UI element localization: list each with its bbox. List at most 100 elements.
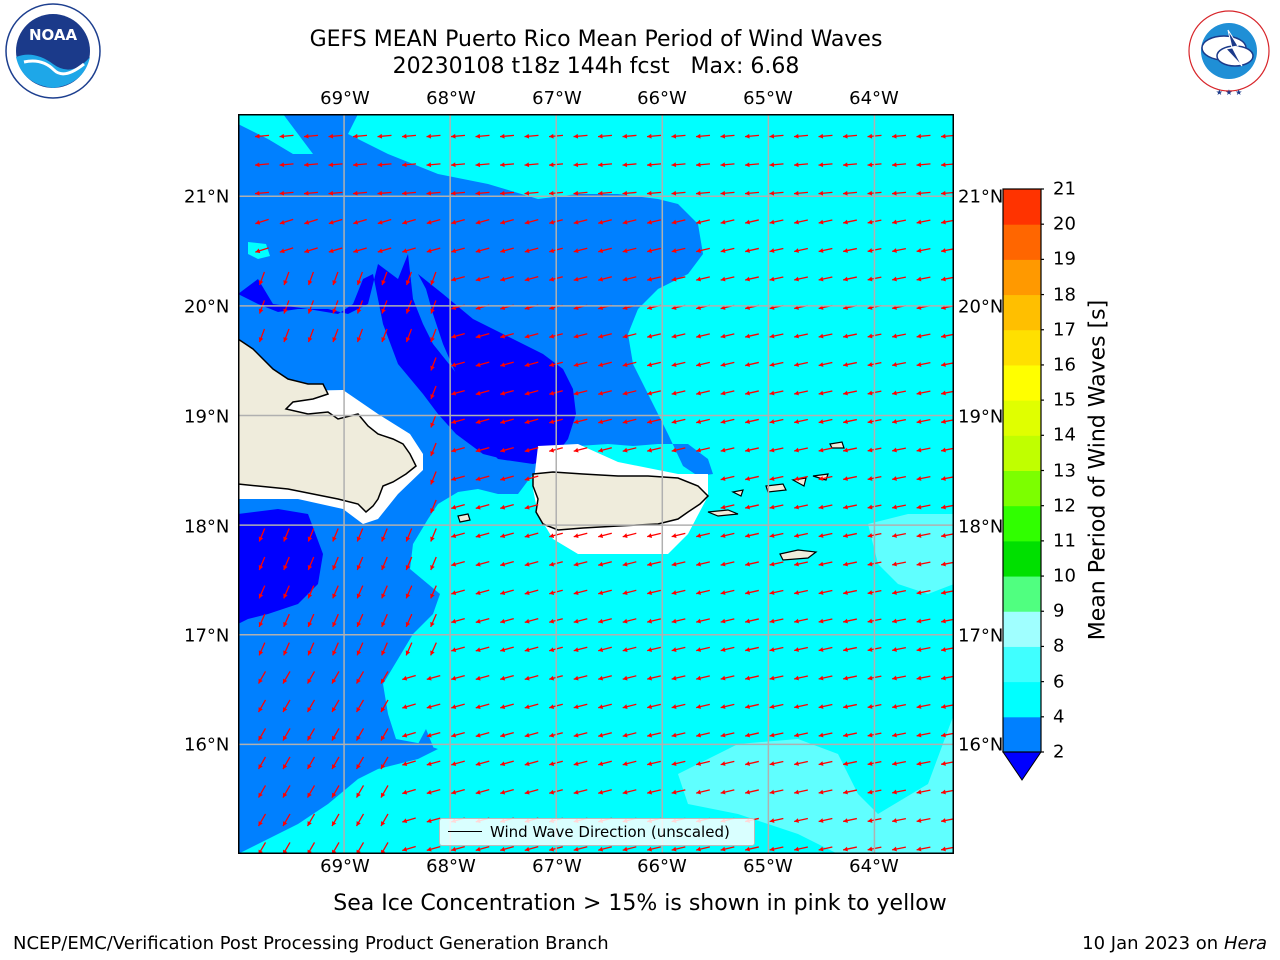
wave-direction-arrow — [598, 561, 612, 567]
lat-tick-right: 18°N — [958, 516, 1004, 538]
wave-direction-arrow — [794, 675, 808, 681]
wave-direction-arrow — [818, 618, 833, 624]
colorbar-tick-label: 17 — [1053, 319, 1076, 341]
wave-direction-arrow — [794, 447, 808, 453]
wave-direction-arrow — [695, 133, 711, 139]
wave-direction-arrow — [356, 613, 364, 628]
colorbar-tick-label: 20 — [1053, 213, 1076, 235]
wave-direction-arrow — [892, 789, 906, 795]
wave-direction-arrow — [258, 271, 266, 286]
wave-direction-arrow — [405, 556, 413, 571]
wave-direction-arrow — [598, 333, 612, 339]
wave-direction-arrow — [916, 618, 931, 624]
wave-direction-arrow — [720, 618, 735, 624]
wave-direction-arrow — [475, 617, 490, 624]
wave-direction-arrow — [573, 703, 588, 709]
wave-direction-arrow — [818, 846, 833, 852]
wave-direction-arrow — [745, 846, 759, 852]
wave-direction-arrow — [353, 247, 367, 254]
wave-direction-arrow — [573, 133, 588, 139]
wave-direction-arrow — [352, 133, 368, 139]
wave-direction-arrow — [891, 162, 907, 168]
colorbar-band — [1003, 400, 1041, 436]
wave-direction-arrow — [524, 789, 539, 795]
colorbar — [1002, 188, 1044, 781]
wave-direction-arrow — [671, 333, 686, 339]
wave-direction-arrow — [843, 732, 857, 738]
wave-direction-arrow — [598, 390, 612, 396]
wave-direction-arrow — [745, 447, 759, 453]
wave-direction-arrow — [671, 219, 686, 225]
wave-direction-arrow — [430, 357, 437, 371]
wave-direction-arrow — [720, 760, 735, 766]
colorbar-band — [1003, 716, 1041, 753]
wave-direction-arrow — [769, 276, 784, 282]
wave-direction-arrow — [818, 219, 833, 225]
colorbar-tick-label: 4 — [1053, 706, 1065, 728]
wave-direction-arrow — [769, 418, 784, 424]
wave-direction-arrow — [696, 418, 710, 424]
lat-tick-left: 16°N — [184, 734, 230, 756]
wave-direction-arrow — [475, 646, 490, 653]
wave-direction-arrow — [818, 247, 833, 253]
colorbar-band — [1003, 470, 1041, 507]
wave-direction-arrow — [720, 532, 735, 538]
wave-direction-arrow — [843, 276, 857, 282]
wave-direction-arrow — [597, 133, 613, 139]
wave-direction-arrow — [430, 556, 437, 571]
wave-direction-arrow — [475, 560, 490, 567]
wave-direction-arrow — [842, 133, 858, 139]
wave-direction-arrow — [258, 300, 266, 314]
wave-direction-arrow — [818, 532, 833, 538]
wave-direction-arrow — [331, 813, 340, 827]
wave-direction-arrow — [430, 585, 437, 599]
wave-direction-arrow — [450, 162, 466, 168]
wave-direction-arrow — [524, 447, 539, 453]
wave-direction-arrow — [500, 219, 514, 225]
wave-direction-arrow — [282, 671, 291, 684]
wave-direction-arrow — [891, 190, 907, 196]
wave-direction-arrow — [622, 789, 637, 795]
wave-direction-arrow — [843, 504, 857, 510]
wave-direction-arrow — [451, 845, 465, 852]
wave-direction-arrow — [769, 646, 784, 652]
wave-direction-arrow — [720, 475, 735, 481]
wave-direction-arrow — [303, 133, 319, 139]
wave-direction-arrow — [451, 760, 465, 767]
wave-direction-arrow — [352, 162, 368, 168]
wave-direction-arrow — [892, 247, 906, 253]
wave-direction-arrow — [647, 703, 661, 709]
wave-direction-arrow — [892, 675, 906, 681]
wave-direction-arrow — [475, 446, 490, 453]
wave-direction-arrow — [451, 646, 465, 653]
wave-direction-arrow — [356, 528, 364, 542]
wave-direction-arrow — [671, 133, 686, 139]
wave-direction-arrow — [356, 585, 364, 599]
lon-tick-bottom: 66°W — [637, 856, 687, 877]
wave-direction-arrow — [916, 704, 931, 709]
wave-direction-arrow — [720, 675, 735, 681]
wave-direction-arrow — [916, 504, 931, 510]
wave-direction-arrow — [647, 618, 661, 624]
wave-direction-arrow — [843, 447, 857, 453]
wave-direction-arrow — [916, 590, 931, 595]
lat-tick-left: 17°N — [184, 625, 230, 647]
wave-direction-arrow — [892, 361, 906, 367]
wave-direction-arrow — [283, 328, 290, 343]
wave-direction-arrow — [794, 703, 808, 709]
wave-direction-arrow — [401, 133, 417, 139]
wave-direction-arrow — [794, 361, 808, 367]
wave-direction-arrow — [769, 589, 784, 595]
wave-direction-arrow — [916, 846, 931, 852]
wave-direction-arrow — [451, 275, 465, 282]
wave-direction-arrow — [622, 247, 637, 253]
wave-direction-arrow — [283, 528, 290, 542]
wave-direction-arrow — [573, 760, 588, 766]
wave-direction-arrow — [647, 390, 661, 396]
wave-direction-arrow — [283, 642, 290, 656]
wave-direction-arrow — [355, 785, 365, 798]
wave-direction-arrow — [356, 271, 364, 286]
wave-direction-arrow — [475, 190, 490, 196]
colorbar-band — [1003, 540, 1041, 577]
wave-direction-arrow — [818, 276, 833, 282]
